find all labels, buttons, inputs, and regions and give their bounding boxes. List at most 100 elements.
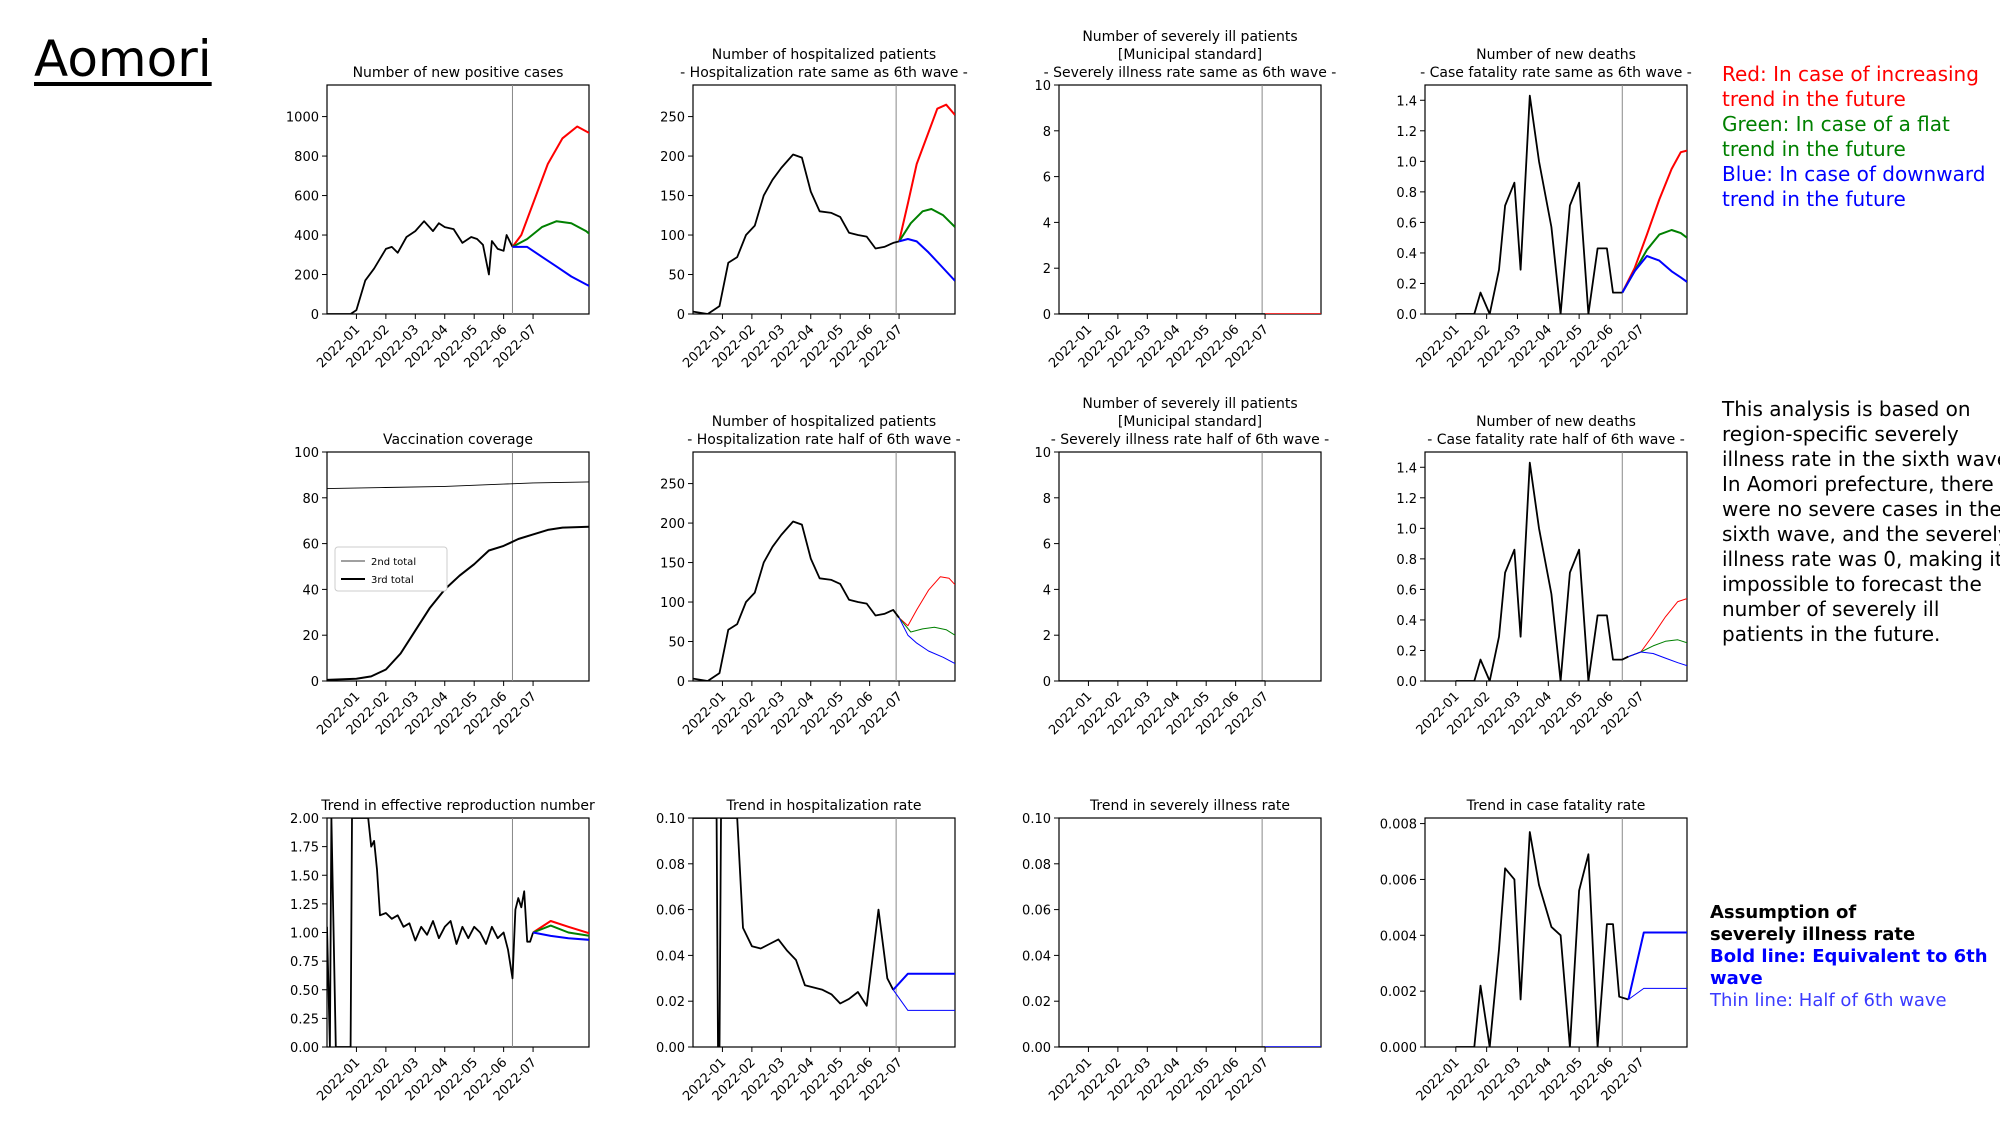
y-tick-label: 1000 <box>286 111 319 126</box>
chart-title-line: Number of hospitalized patients <box>712 47 936 63</box>
y-tick-label: 0.6 <box>1396 583 1417 598</box>
y-tick-label: 1.25 <box>290 898 319 913</box>
y-tick-label: 8 <box>1043 492 1051 507</box>
y-tick-label: 6 <box>1043 171 1051 186</box>
y-tick-label: 0.6 <box>1396 216 1417 231</box>
y-tick-label: 150 <box>660 557 685 572</box>
plot-frame <box>1424 84 1688 315</box>
page-title: Aomori <box>34 30 212 88</box>
series-line-thin <box>892 989 955 1011</box>
y-tick-label: 0 <box>311 308 319 323</box>
chart-title-line: - Severely illness rate half of 6th wave… <box>1051 432 1329 448</box>
y-tick-label: 0.00 <box>290 1041 319 1056</box>
chart-title-line: Number of severely ill patients <box>1082 396 1297 412</box>
chart-vaccination: Vaccination coverage0204060801002022-012… <box>294 432 590 738</box>
y-tick-label: 40 <box>302 583 319 598</box>
chart-title-line: Vaccination coverage <box>383 432 533 448</box>
legend-note-red: Red: In case of increasing trend in the … <box>1722 62 1979 111</box>
y-tick-label: 400 <box>294 229 319 244</box>
y-tick-label: 200 <box>660 150 685 165</box>
series-line-actual <box>693 818 895 1047</box>
y-tick-label: 0.0 <box>1396 675 1417 690</box>
y-tick-label: 1.0 <box>1396 155 1417 170</box>
chart-title-line: Trend in effective reproduction number <box>320 798 595 814</box>
y-tick-label: 1.4 <box>1396 461 1417 476</box>
y-tick-label: 0.000 <box>1380 1041 1417 1056</box>
series-line-actual <box>693 153 900 314</box>
chart-title-line: Number of new deaths <box>1476 414 1636 430</box>
y-tick-label: 0.06 <box>656 904 685 919</box>
y-tick-label: 0.02 <box>1022 995 1051 1010</box>
series-line-actual <box>1455 461 1629 681</box>
y-tick-label: 0 <box>677 308 685 323</box>
assumption-bold-line: Bold line: Equivalent to 6th wave <box>1710 946 1988 989</box>
y-tick-label: 6 <box>1043 538 1051 553</box>
y-tick-label: 20 <box>302 629 319 644</box>
y-tick-label: 2.00 <box>290 812 319 827</box>
y-tick-label: 0.008 <box>1380 818 1417 833</box>
y-tick-label: 250 <box>660 111 685 126</box>
series-line-flat <box>1621 229 1687 294</box>
chart-title-line: Trend in hospitalization rate <box>726 798 922 814</box>
y-tick-label: 4 <box>1043 216 1051 231</box>
y-tick-label: 0.75 <box>290 955 319 970</box>
y-tick-label: 0.04 <box>656 949 685 964</box>
plot-frame <box>692 817 956 1048</box>
chart-new-positive-cases: Number of new positive cases 0 200 400 600 80… <box>286 65 590 371</box>
y-tick-label: 0 <box>1043 308 1051 323</box>
chart-deaths-same: Number of new deaths - Case fatality rate… <box>1396 47 1692 371</box>
y-tick-label: 250 <box>660 478 685 493</box>
y-tick-label: 200 <box>660 517 685 532</box>
y-tick-label: 1.75 <box>290 841 319 856</box>
chart-title-line: - Hospitalization rate half of 6th wave … <box>687 432 960 448</box>
y-tick-label: 0.04 <box>1022 949 1051 964</box>
legend-label: 3rd total <box>371 575 414 586</box>
plot-frame <box>1058 84 1322 315</box>
chart-title-line: - Hospitalization rate same as 6th wave … <box>680 65 968 81</box>
series-line-actual <box>327 220 514 314</box>
chart-title-line: [Municipal standard] <box>1118 47 1262 63</box>
chart-title-line: Number of new deaths <box>1476 47 1636 63</box>
series-line-downward <box>898 617 955 665</box>
y-tick-label: 0.08 <box>1022 858 1051 873</box>
y-tick-label: 200 <box>294 269 319 284</box>
y-tick-label: 0.06 <box>1022 904 1051 919</box>
assumption-title: Assumption of severely illness rate <box>1710 902 1916 945</box>
y-tick-label: 0.8 <box>1396 553 1417 568</box>
analysis-note: This analysis is based on region-specifi… <box>1722 397 2000 646</box>
series-line-flat <box>512 220 589 248</box>
y-tick-label: 10 <box>1034 446 1051 461</box>
y-tick-label: 100 <box>660 596 685 611</box>
chart-title-line: - Case fatality rate half of 6th wave - <box>1427 432 1685 448</box>
y-tick-label: 0.2 <box>1396 644 1417 659</box>
plot-frame <box>326 817 590 1048</box>
y-tick-label: 0.08 <box>656 858 685 873</box>
y-tick-label: 50 <box>668 636 685 651</box>
chart-reproduction: Trend in effective reproduction number 0.… <box>290 798 595 1104</box>
y-tick-label: 1.4 <box>1396 94 1417 109</box>
y-tick-label: 1.00 <box>290 927 319 942</box>
series-line-downward <box>1628 651 1687 667</box>
y-tick-label: 0.02 <box>656 995 685 1010</box>
y-tick-label: 1.2 <box>1396 492 1417 507</box>
y-tick-label: 1.50 <box>290 869 319 884</box>
chart-severely-rate: Trend in severely illness rate 0.00 0.02 0.… <box>1022 798 1322 1104</box>
y-tick-label: 0.4 <box>1396 614 1417 629</box>
y-tick-label: 150 <box>660 190 685 205</box>
series-line-downward <box>898 238 955 282</box>
y-tick-label: 0.2 <box>1396 277 1417 292</box>
y-tick-label: 8 <box>1043 125 1051 140</box>
assumption-thin-line: Thin line: Half of 6th wave <box>1710 990 1947 1011</box>
series-line-downward <box>512 245 589 287</box>
chart-title-line: Number of hospitalized patients <box>712 414 936 430</box>
chart-title-line: Trend in severely illness rate <box>1089 798 1290 814</box>
series-line-flat <box>532 924 589 937</box>
chart-case-fatality-rate: Trend in case fatality rate 0.000 0.002 0.0… <box>1380 798 1688 1104</box>
y-tick-label: 0 <box>1043 675 1051 690</box>
plot-frame <box>692 451 956 682</box>
legend-label: 2nd total <box>371 557 416 568</box>
series-line-actual <box>1455 94 1623 314</box>
y-tick-label: 800 <box>294 150 319 165</box>
y-tick-label: 10 <box>1034 79 1051 94</box>
y-tick-label: 0.8 <box>1396 186 1417 201</box>
